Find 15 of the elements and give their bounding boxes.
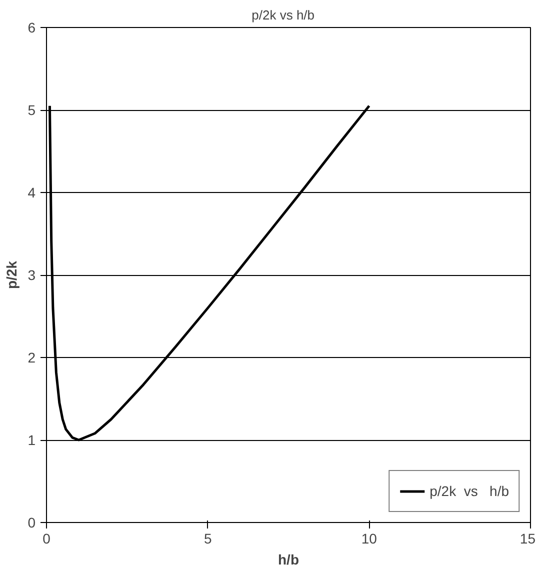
y-tick-label: 3 xyxy=(28,267,36,283)
x-tick-label: 5 xyxy=(204,530,212,546)
x-tick-label: 10 xyxy=(361,530,378,546)
x-tick-label: 15 xyxy=(520,530,536,546)
y-tick-label: 1 xyxy=(28,432,36,448)
y-axis-title: p/2k xyxy=(4,260,20,290)
y-tick-label: 2 xyxy=(28,350,36,366)
x-axis-title: h/b xyxy=(278,552,300,568)
chart-title: p/2k vs h/b xyxy=(252,8,315,22)
y-tick-label: 6 xyxy=(28,20,36,36)
x-tick-label: 0 xyxy=(42,530,51,546)
y-tick-label: 4 xyxy=(28,184,36,200)
y-tick-label: 0 xyxy=(28,514,36,530)
y-tick-label: 5 xyxy=(28,102,36,118)
legend-label: p/2k vs h/b xyxy=(430,483,509,499)
